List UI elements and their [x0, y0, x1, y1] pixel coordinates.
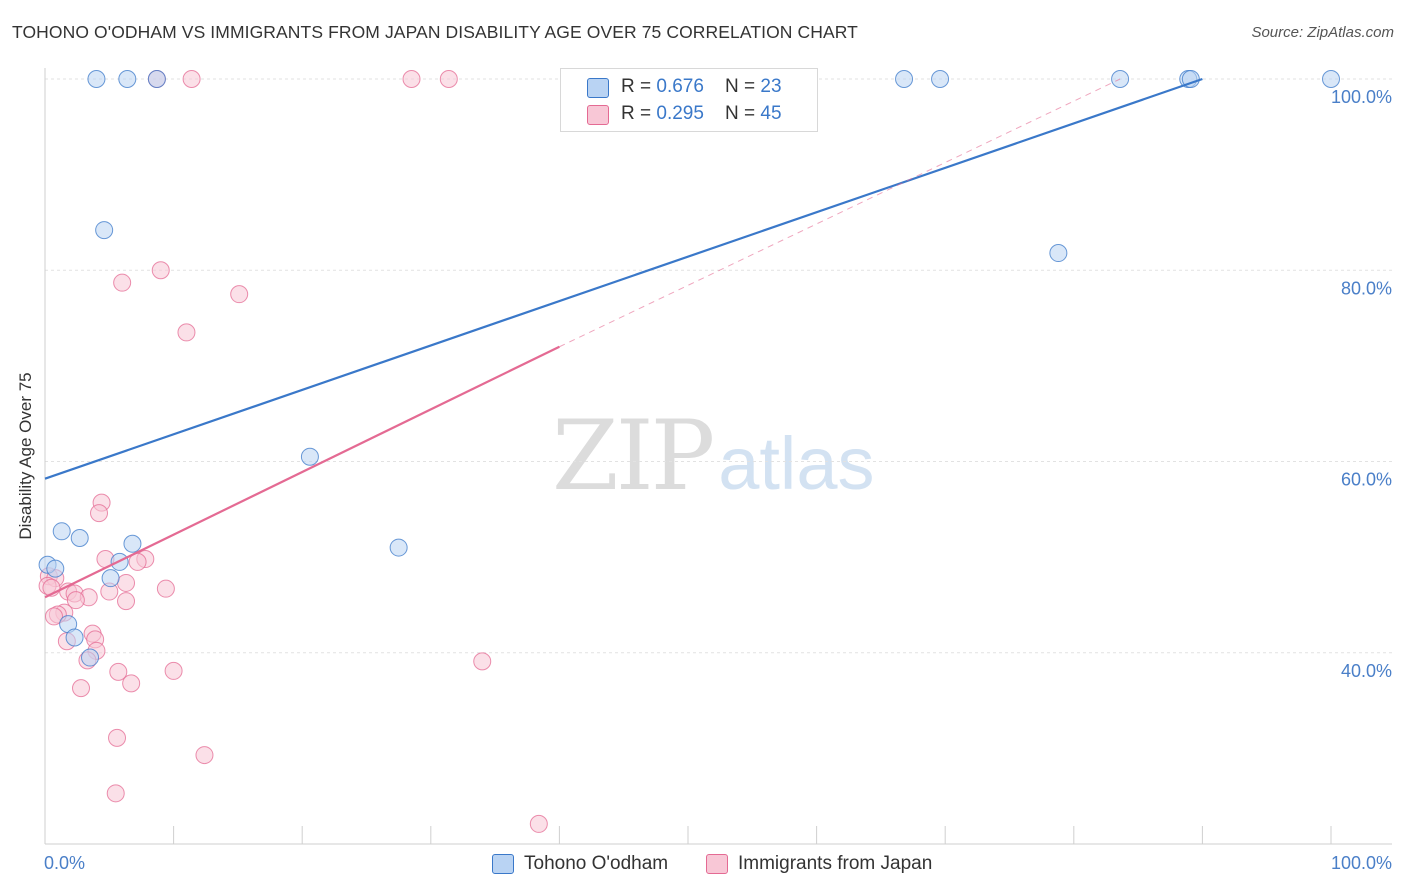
bottom-legend-swatch-tohono	[492, 854, 514, 874]
point-japan	[117, 592, 136, 611]
point-japan	[473, 652, 492, 671]
point-japan	[156, 579, 175, 598]
point-japan	[122, 674, 141, 693]
point-tohono	[46, 559, 65, 578]
point-japan	[177, 323, 196, 342]
point-tohono	[931, 70, 950, 88]
legend-n-label-tohono: N =	[725, 76, 761, 97]
bottom-legend-swatch-japan	[706, 854, 728, 874]
legend-swatch-japan	[587, 105, 609, 125]
legend-n-value-japan: 45	[760, 103, 782, 124]
trendline-japan-extension	[559, 78, 1121, 348]
point-tohono	[101, 569, 120, 588]
bottom-legend-label-japan: Immigrants from Japan	[738, 853, 933, 874]
point-tohono	[123, 534, 142, 553]
legend-text-japan: R = 0.295 N = 45	[621, 103, 782, 125]
point-japan	[402, 70, 421, 88]
point-japan	[113, 273, 132, 292]
legend-text-tohono: R = 0.676 N = 23	[621, 76, 782, 98]
watermark-atlas: atlas	[718, 422, 875, 505]
point-tohono	[118, 70, 137, 88]
legend-n-label-japan: N =	[725, 103, 761, 124]
point-tohono	[52, 522, 71, 541]
point-japan	[66, 591, 85, 610]
point-japan	[182, 70, 201, 88]
point-japan	[109, 662, 128, 681]
point-japan	[230, 285, 249, 304]
y-tick-label: 60.0%	[1341, 470, 1392, 490]
trendline-japan	[44, 345, 560, 599]
point-japan	[164, 661, 183, 680]
point-tohono	[70, 529, 89, 547]
legend-n-value-tohono: 23	[760, 76, 782, 97]
point-japan	[439, 70, 458, 88]
point-japan	[108, 728, 127, 747]
y-tick-label: 40.0%	[1341, 661, 1392, 681]
point-tohono	[87, 70, 106, 88]
point-japan	[529, 814, 548, 833]
bottom-legend-label-tohono: Tohono O'odham	[524, 853, 669, 874]
point-japan	[72, 679, 91, 698]
point-japan	[45, 607, 64, 626]
point-tohono	[389, 538, 408, 557]
source-credit: Source: ZipAtlas.com	[1251, 24, 1394, 41]
y-tick-label: 80.0%	[1341, 278, 1392, 298]
point-tohono	[95, 221, 114, 240]
watermark: ZIPatlas	[552, 400, 875, 512]
trendline-tohono	[44, 77, 1203, 480]
x-tick-label-max: 100.0%	[1331, 853, 1392, 873]
watermark-zip: ZIP	[552, 400, 715, 512]
point-japan	[106, 784, 125, 803]
point-tohono	[81, 648, 100, 667]
legend-r-label-japan: R =	[621, 103, 657, 124]
legend-r-value-tohono: 0.676	[656, 76, 704, 97]
point-japan	[151, 261, 170, 280]
point-japan	[90, 504, 109, 523]
point-tohono	[300, 447, 319, 466]
x-tick-label-min: 0.0%	[44, 853, 85, 873]
y-tick-label: 100.0%	[1331, 87, 1392, 107]
chart-title: TOHONO O'ODHAM VS IMMIGRANTS FROM JAPAN …	[12, 22, 858, 42]
point-tohono	[65, 628, 84, 647]
point-tohono	[1049, 244, 1068, 263]
correlation-legend: R = 0.676 N = 23 R = 0.295 N = 45	[560, 68, 818, 132]
point-japan	[195, 746, 214, 765]
point-tohono	[1322, 70, 1340, 88]
legend-swatch-tohono	[587, 78, 609, 98]
legend-r-value-japan: 0.295	[656, 103, 704, 124]
legend-r-label-tohono: R =	[621, 76, 657, 97]
point-tohono	[147, 70, 166, 88]
point-tohono	[895, 70, 914, 88]
point-japan	[117, 573, 136, 592]
